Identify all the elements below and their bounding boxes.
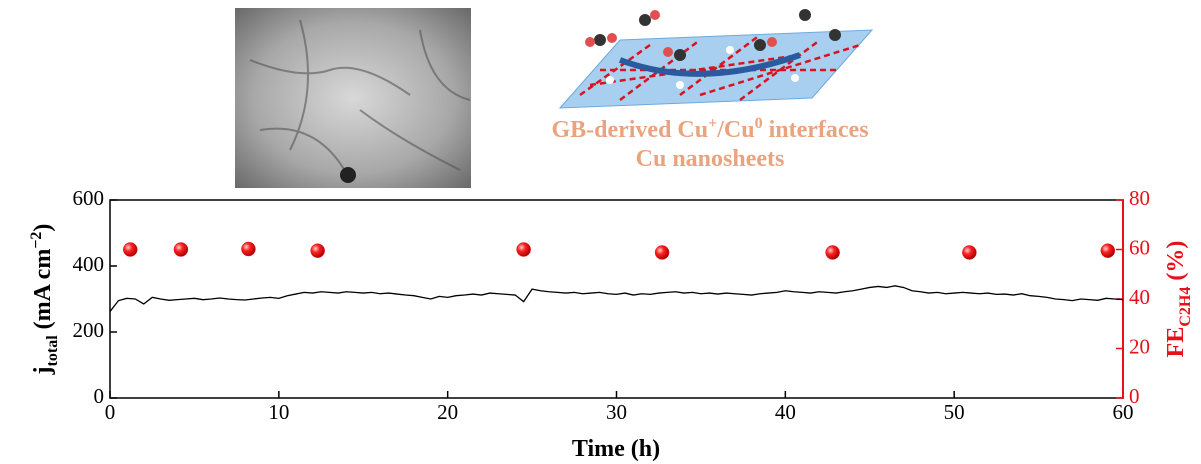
y-tick-label: 600 [73,186,105,210]
fe-point [655,245,669,259]
current-line [110,286,1123,312]
fe-point [123,243,137,257]
y-axis-title-sup: −2 [28,232,45,249]
fe-point [826,245,840,259]
y2-axis-title-sub: C2H4 [1177,287,1194,327]
fe-point [517,243,531,257]
y-axis-title: jtotal (mA cm−2) [28,224,61,376]
annotation-text: interfaces [763,117,869,143]
annotation-sup: + [708,115,717,132]
y-axis-title-part: j [30,366,56,375]
plot-frame [110,200,1123,398]
x-tick-label: 40 [775,400,796,424]
annotation-text: GB-derived Cu [551,117,708,143]
annotation-sup: 0 [755,115,763,132]
x-tick-label: 10 [268,400,289,424]
x-tick-label: 50 [944,400,965,424]
annotation-text: /Cu [716,117,754,143]
y2-axis-title: FEC2H4 (%) [1163,241,1194,358]
y-axis-title-part: (mA cm [30,249,56,336]
fe-point [311,244,325,258]
y2-tick-label: 0 [1129,384,1140,408]
fe-point [241,242,255,256]
annotation: GB-derived Cu+/Cu0 interfaces [551,115,868,143]
y-tick-label: 200 [73,318,105,342]
figure: GB-derived Cu+/Cu0 interfaces Cu nanoshe… [0,0,1201,464]
x-tick-label: 30 [606,400,627,424]
fe-point [1101,244,1115,258]
y2-axis-title-part: FE [1163,327,1189,358]
x-axis-title: Time (h) [572,436,660,462]
y-axis-title-sub: total [44,335,61,367]
y-tick-label: 0 [94,384,105,408]
x-tick-label: 0 [105,400,116,424]
y2-tick-label: 40 [1129,285,1150,309]
y2-tick-label: 60 [1129,235,1150,259]
y-axis-title-part: ) [30,224,56,232]
y2-axis-title-part: (%) [1163,241,1189,287]
y2-tick-label: 20 [1129,334,1150,358]
y2-tick-label: 80 [1129,186,1150,210]
fe-point [962,245,976,259]
x-tick-label: 20 [437,400,458,424]
y-tick-label: 400 [73,252,105,276]
fe-point [174,243,188,257]
annotation: Cu nanosheets [636,146,785,172]
micrograph [235,8,471,188]
illustration [560,9,872,108]
